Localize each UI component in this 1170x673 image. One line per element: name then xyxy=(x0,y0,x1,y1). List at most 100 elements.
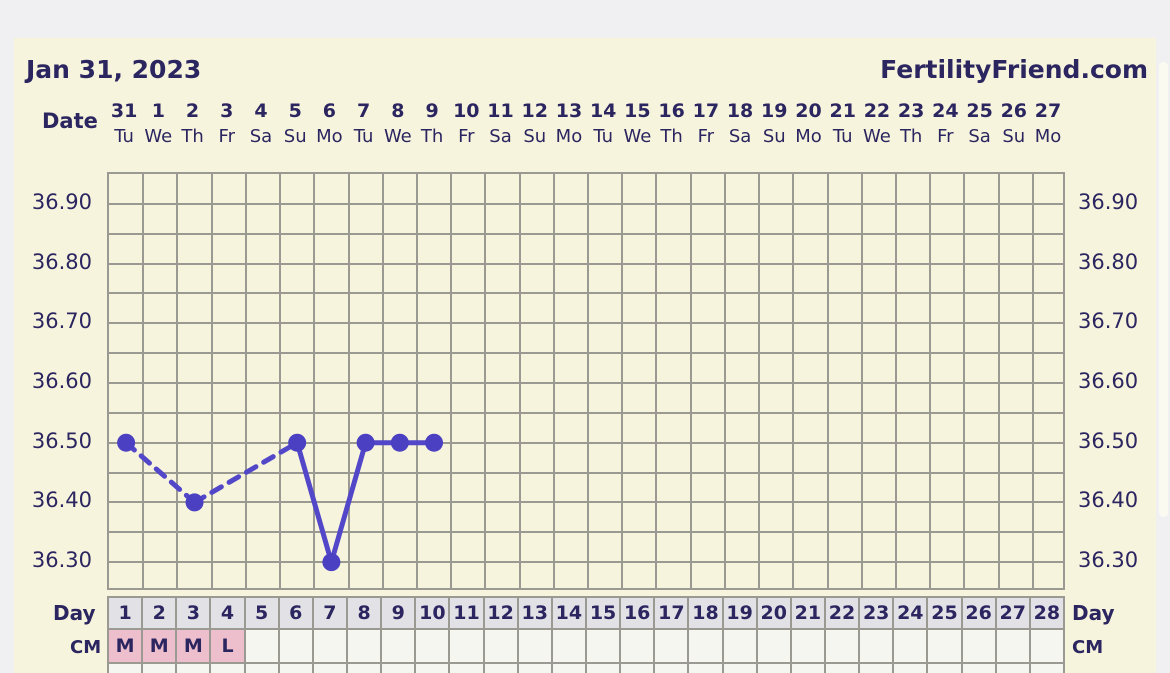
cm-cell[interactable] xyxy=(382,630,417,664)
grid-hline xyxy=(109,352,1063,355)
next-row-cell[interactable] xyxy=(245,664,280,673)
cm-cell[interactable] xyxy=(723,630,758,664)
grid-hline xyxy=(109,202,1063,205)
next-row-cell[interactable] xyxy=(279,664,314,673)
cm-cell[interactable] xyxy=(757,630,792,664)
date-number: 8 xyxy=(391,100,405,122)
temperature-data-point[interactable] xyxy=(288,433,307,452)
vertical-scrollbar[interactable] xyxy=(1156,0,1170,673)
next-row-cell[interactable] xyxy=(109,664,144,673)
cm-cell[interactable] xyxy=(962,630,997,664)
next-row-cell[interactable] xyxy=(552,664,587,673)
next-row-cell[interactable] xyxy=(177,664,212,673)
date-weekday: Sa xyxy=(489,126,512,147)
next-row-cell[interactable] xyxy=(382,664,417,673)
temperature-data-point[interactable] xyxy=(390,433,409,452)
temperature-plot[interactable] xyxy=(107,172,1065,590)
next-row-cell[interactable] xyxy=(416,664,451,673)
scrollbar-thumb[interactable] xyxy=(1159,62,1168,517)
next-row-cell[interactable] xyxy=(484,664,519,673)
y-axis-tick-label: 36.70 xyxy=(31,309,92,334)
date-weekday: Th xyxy=(420,126,444,147)
next-row-cell[interactable] xyxy=(450,664,485,673)
cm-cell[interactable] xyxy=(245,630,280,664)
next-row-cell[interactable] xyxy=(723,664,758,673)
date-weekday: Tu xyxy=(353,126,374,147)
day-cell: 8 xyxy=(347,598,383,630)
temperature-line-segment xyxy=(192,440,300,505)
grid-vline xyxy=(758,174,761,588)
grid-vline xyxy=(1031,174,1034,588)
grid-vline xyxy=(997,174,1000,588)
next-row-cell[interactable] xyxy=(1030,664,1065,673)
day-cell: 16 xyxy=(621,598,656,630)
next-row-cell[interactable] xyxy=(211,664,246,673)
date-weekday: Su xyxy=(762,126,786,147)
grid-vline xyxy=(963,174,966,588)
next-row-cell[interactable] xyxy=(689,664,724,673)
next-row-cell[interactable] xyxy=(962,664,997,673)
cm-cell[interactable] xyxy=(791,630,826,664)
date-column: 16 Th xyxy=(655,98,689,164)
cm-cell[interactable]: M xyxy=(109,630,144,664)
next-row-cell[interactable] xyxy=(996,664,1031,673)
next-row-cell[interactable] xyxy=(928,664,963,673)
next-row-cell[interactable] xyxy=(143,664,178,673)
y-axis-tick-label: 36.60 xyxy=(1078,369,1139,393)
cm-cell[interactable] xyxy=(928,630,963,664)
date-number: 27 xyxy=(1034,100,1062,122)
grid-vline xyxy=(244,174,247,588)
cm-cell[interactable] xyxy=(484,630,519,664)
next-row-cell[interactable] xyxy=(347,664,383,673)
cm-cell[interactable] xyxy=(552,630,587,664)
cm-cell[interactable]: L xyxy=(211,630,246,664)
next-row-cell[interactable] xyxy=(621,664,656,673)
cm-cell[interactable] xyxy=(621,630,656,664)
cm-cell[interactable] xyxy=(279,630,314,664)
date-column: 5 Su xyxy=(278,98,312,164)
date-column: 7 Tu xyxy=(347,98,381,164)
day-cell: 12 xyxy=(484,598,519,630)
grid-hline xyxy=(109,232,1063,235)
cm-cell[interactable] xyxy=(347,630,383,664)
cm-cell[interactable] xyxy=(450,630,485,664)
next-row-cell[interactable] xyxy=(518,664,553,673)
grid-vline xyxy=(655,174,658,588)
next-data-row[interactable] xyxy=(107,664,1065,673)
date-column: 18 Sa xyxy=(723,98,757,164)
cm-cell[interactable] xyxy=(825,630,861,664)
temperature-data-point[interactable] xyxy=(356,433,375,452)
cm-cell[interactable] xyxy=(860,630,895,664)
next-row-cell[interactable] xyxy=(825,664,861,673)
cm-cell[interactable] xyxy=(1030,630,1065,664)
next-row-cell[interactable] xyxy=(757,664,792,673)
cm-cell[interactable] xyxy=(894,630,929,664)
cm-cell[interactable]: M xyxy=(143,630,178,664)
date-column: 9 Th xyxy=(415,98,449,164)
temperature-data-point[interactable] xyxy=(425,433,444,452)
temperature-data-point[interactable] xyxy=(185,493,204,512)
next-row-cell[interactable] xyxy=(313,664,348,673)
y-axis-tick-label: 36.80 xyxy=(31,249,92,274)
cm-cell[interactable] xyxy=(689,630,724,664)
grid-vline xyxy=(279,174,282,588)
next-row-cell[interactable] xyxy=(586,664,622,673)
cm-cell[interactable] xyxy=(996,630,1031,664)
date-weekday: Mo xyxy=(316,126,343,147)
temperature-data-point[interactable] xyxy=(322,553,341,572)
cm-cell[interactable]: M xyxy=(177,630,212,664)
cm-cell[interactable] xyxy=(518,630,553,664)
grid-hline xyxy=(109,501,1063,504)
next-row-cell[interactable] xyxy=(655,664,690,673)
next-row-cell[interactable] xyxy=(860,664,895,673)
cm-cell[interactable] xyxy=(313,630,348,664)
next-row-cell[interactable] xyxy=(894,664,929,673)
day-cell: 28 xyxy=(1030,598,1065,630)
next-row-cell[interactable] xyxy=(791,664,826,673)
cm-cell[interactable] xyxy=(655,630,690,664)
temperature-data-point[interactable] xyxy=(117,433,136,452)
cm-cell[interactable] xyxy=(586,630,622,664)
day-cell: 1 xyxy=(109,598,144,630)
cm-cell[interactable] xyxy=(416,630,451,664)
